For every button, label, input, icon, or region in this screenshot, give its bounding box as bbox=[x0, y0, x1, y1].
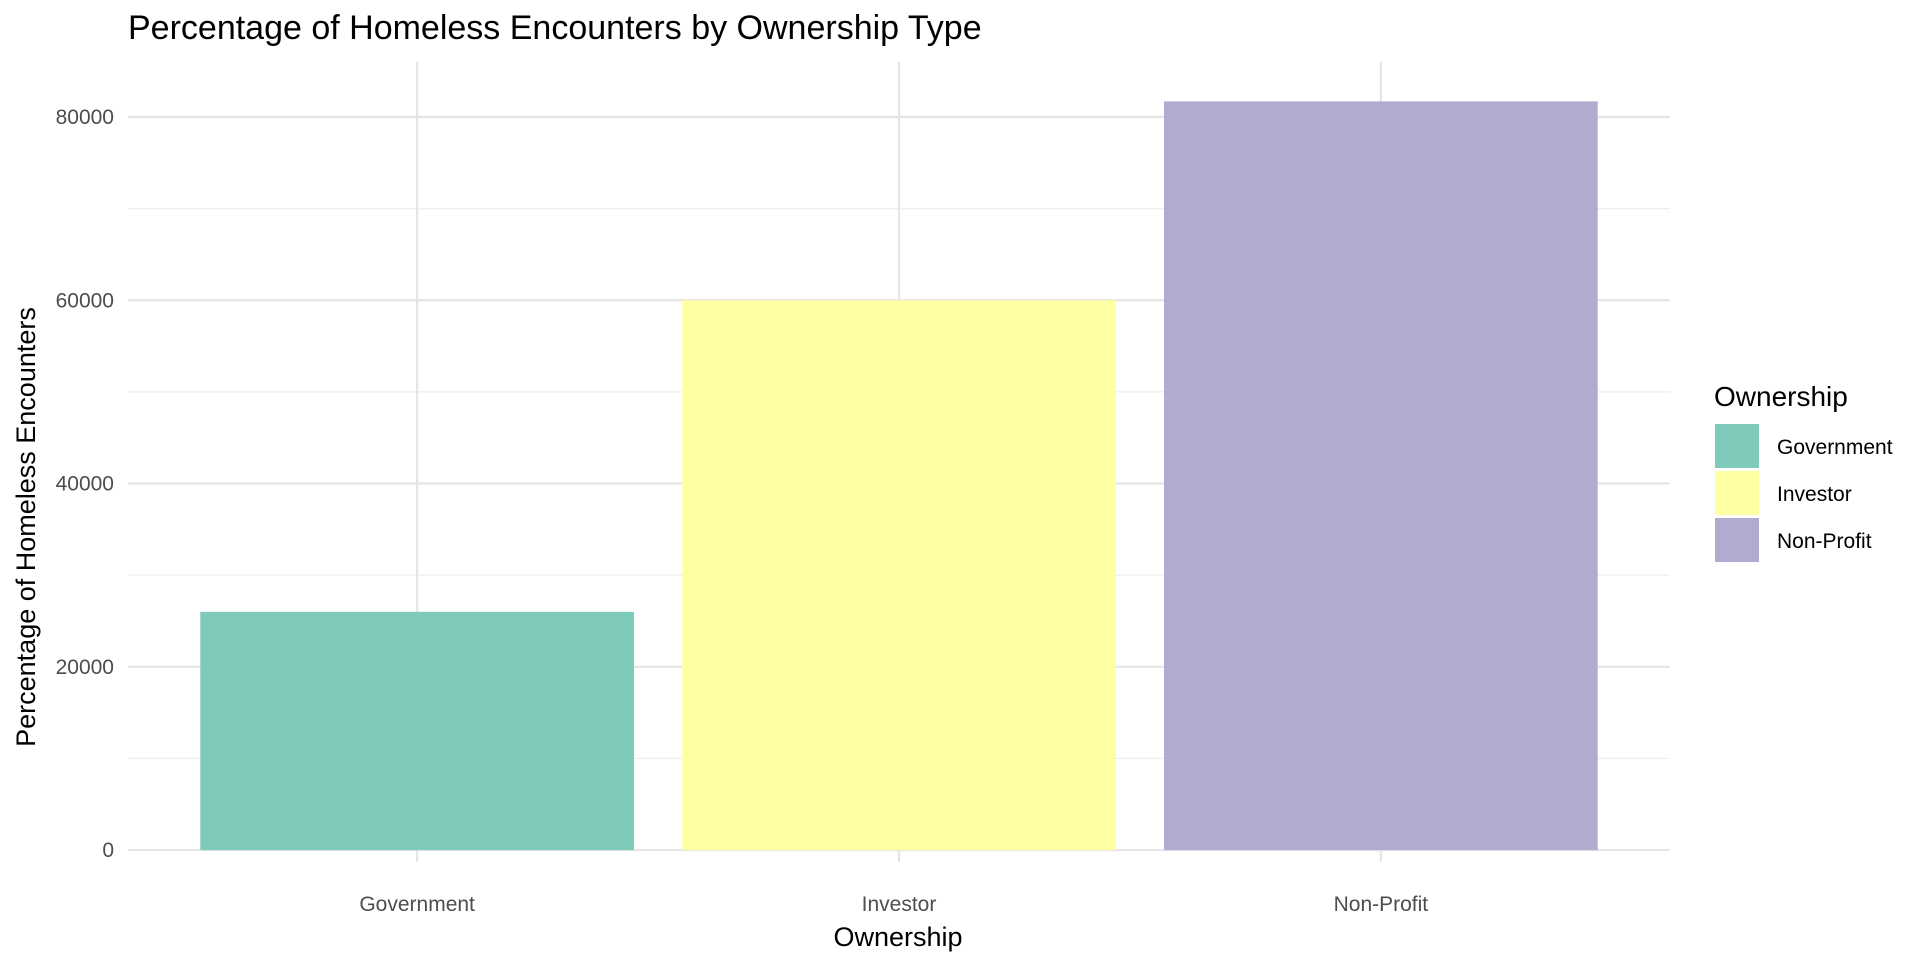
x-axis-tick-labels: Government Investor Non-Profit bbox=[359, 893, 1428, 916]
legend-key-government bbox=[1715, 424, 1759, 468]
bar-non-profit bbox=[1164, 101, 1598, 851]
chart-title: Percentage of Homeless Encounters by Own… bbox=[128, 9, 982, 47]
bar-government bbox=[200, 611, 634, 851]
x-axis-title: Ownership bbox=[833, 922, 962, 952]
legend-label: Government bbox=[1777, 436, 1893, 459]
y-axis-title: Percentage of Homeless Encounters bbox=[11, 307, 41, 747]
bar-investor bbox=[682, 300, 1116, 851]
legend: Ownership Government Investor Non-Profit bbox=[1714, 381, 1893, 562]
y-axis-tick-labels: 0 20000 40000 60000 80000 bbox=[56, 106, 114, 862]
legend-label: Non-Profit bbox=[1777, 530, 1872, 553]
y-tick-label: 40000 bbox=[56, 473, 114, 496]
x-tick-label: Non-Profit bbox=[1334, 893, 1429, 916]
x-tick-label: Government bbox=[359, 893, 475, 916]
y-tick-label: 20000 bbox=[56, 656, 114, 679]
y-tick-label: 60000 bbox=[56, 289, 114, 312]
y-tick-label: 80000 bbox=[56, 106, 114, 129]
legend-title: Ownership bbox=[1714, 381, 1848, 412]
legend-key-non-profit bbox=[1715, 518, 1759, 562]
y-tick-label: 0 bbox=[102, 839, 114, 862]
legend-label: Investor bbox=[1777, 483, 1852, 506]
bars bbox=[200, 101, 1598, 851]
legend-key-investor bbox=[1715, 471, 1759, 515]
legend-items: Government Investor Non-Profit bbox=[1715, 424, 1893, 562]
x-tick-label: Investor bbox=[862, 893, 937, 916]
